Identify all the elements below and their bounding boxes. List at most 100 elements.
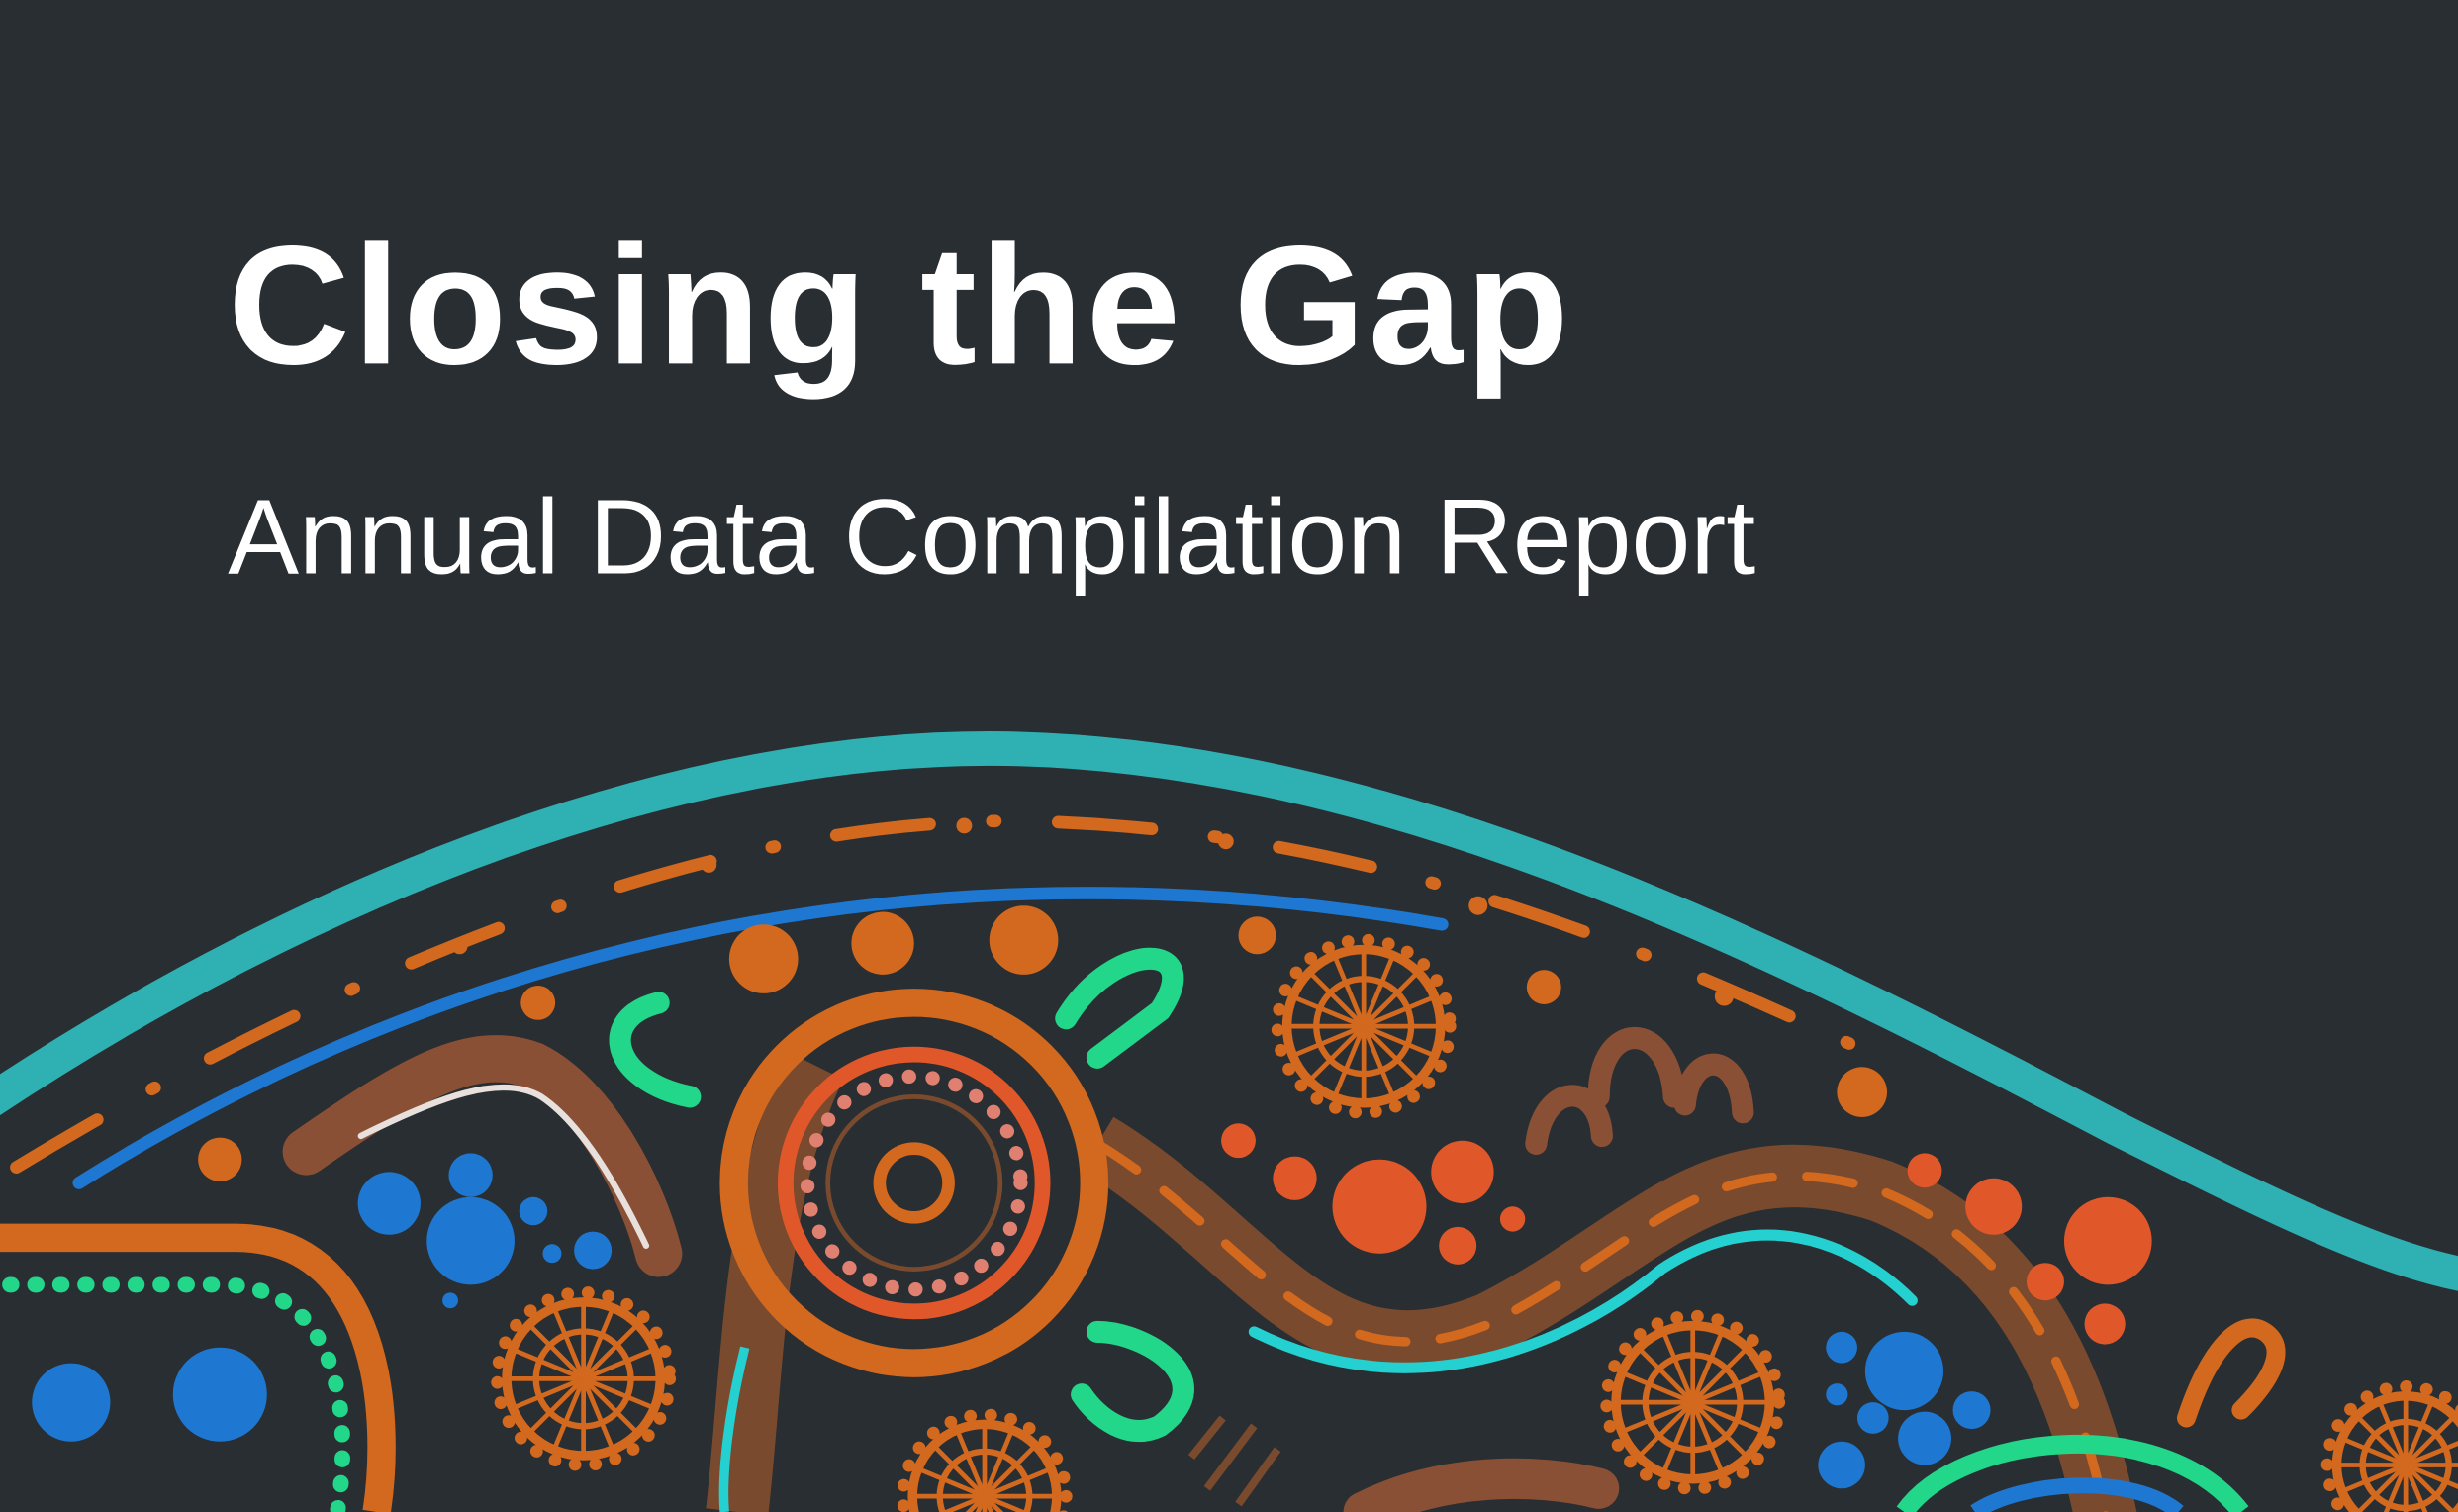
dot-pattern-shape — [574, 1231, 613, 1270]
wheel-pattern-shape — [940, 1493, 986, 1512]
dot-pattern-shape — [1238, 916, 1276, 955]
wheel-pattern-shape — [1362, 970, 1420, 1028]
wheel-pattern-shape — [965, 1494, 987, 1512]
wheel-pattern-shape — [2403, 1464, 2428, 1512]
wheel-pattern-shape — [2405, 1463, 2458, 1489]
wheel-pattern-shape — [2340, 1463, 2408, 1494]
wheel-pattern-shape — [1691, 1370, 1765, 1405]
subtitle: Annual Data Compilation Report — [228, 478, 1755, 597]
dot-pattern-shape — [1332, 1159, 1427, 1254]
dot-pattern-shape — [1221, 1123, 1256, 1159]
dot-pattern-shape — [520, 985, 556, 1020]
wheel-pattern-shape — [1271, 933, 1457, 1119]
artwork-shape — [10, 814, 1903, 1174]
wheel-pattern-shape — [1691, 1399, 1765, 1435]
wheel-pattern-shape — [1332, 1025, 1367, 1098]
artwork-shape — [357, 1084, 650, 1249]
artwork-shape — [718, 1346, 750, 1512]
wheel-pattern-shape — [982, 1428, 1015, 1498]
wheel-pattern-shape — [1291, 994, 1366, 1029]
wheel-pattern-shape — [512, 1347, 585, 1381]
wheel-pattern-shape — [582, 1376, 656, 1411]
wheel-pattern-shape — [1307, 1024, 1366, 1083]
wheel-pattern-shape — [1600, 1309, 1786, 1495]
wheel-pattern-shape — [1690, 1330, 1725, 1404]
dot-pattern-shape — [1217, 833, 1234, 850]
wheel-pattern-shape — [1660, 1401, 1695, 1474]
dot-pattern-shape — [1526, 970, 1561, 1004]
dot-pattern-shape — [1818, 1441, 1865, 1489]
artwork-shape — [0, 1223, 396, 1512]
wheel-pattern-shape — [1691, 1400, 1749, 1459]
wheel-pattern-shape — [1361, 954, 1396, 1028]
wheel-pattern-shape — [527, 1322, 586, 1381]
artwork-shape — [1343, 1458, 1620, 1512]
wheel-pattern-shape — [581, 1322, 640, 1381]
dot-pattern-shape — [442, 1292, 458, 1309]
wheel-pattern — [491, 933, 2458, 1512]
wheel-pattern-shape — [1332, 954, 1367, 1028]
artwork-shape — [609, 992, 702, 1108]
dot-pattern — [198, 817, 2152, 1489]
wheel-pattern-shape — [983, 1494, 1004, 1512]
artwork-shape — [72, 887, 1449, 1189]
artwork-shape — [2176, 1318, 2286, 1428]
wheel-pattern-shape — [1637, 1346, 1695, 1404]
wheel-pattern-shape — [2404, 1414, 2457, 1467]
dot-pattern-shape — [1826, 1331, 1857, 1364]
dot-pattern-shape — [1864, 1331, 1944, 1411]
wheel-pattern-shape — [982, 1495, 994, 1512]
wheel-pattern-shape — [527, 1376, 586, 1435]
dot-pattern-shape — [2026, 1263, 2064, 1301]
artwork-shape — [777, 1046, 1051, 1320]
wheel-pattern-shape — [581, 1306, 615, 1380]
dot-pattern-shape — [989, 905, 1059, 975]
wheel-pattern-shape — [551, 1377, 586, 1451]
wheel-pattern-shape — [2355, 1414, 2408, 1467]
dot-pattern-shape — [851, 911, 914, 975]
wheel-pattern-shape — [975, 1495, 988, 1512]
dot-pattern-shape — [1856, 1402, 1889, 1434]
dot-pattern-shape — [1439, 1226, 1477, 1265]
dot-pattern-shape — [2084, 1303, 2126, 1345]
artwork-shape — [0, 1276, 351, 1512]
title: Closing the Gap — [228, 211, 1572, 400]
wheel-pattern-shape — [916, 1466, 986, 1499]
wheel-pattern-shape — [1690, 1401, 1725, 1474]
dot-pattern-shape — [198, 1137, 242, 1181]
artwork-shape — [32, 1363, 111, 1442]
wheel-pattern-shape — [1307, 970, 1366, 1028]
artwork-shape — [282, 1035, 683, 1277]
dot-pattern-shape — [1826, 1383, 1848, 1406]
wheel-pattern-shape — [2320, 1380, 2458, 1512]
wheel-pattern-shape — [2340, 1436, 2408, 1467]
dot-pattern-shape — [1837, 1067, 1888, 1117]
artwork-shape — [172, 1347, 267, 1442]
wheel-pattern-shape — [491, 1285, 677, 1471]
wheel-pattern-shape — [551, 1306, 586, 1380]
artwork-shape — [800, 1069, 1028, 1297]
dot-pattern-shape — [1907, 1153, 1942, 1188]
artwork-shape — [1248, 1229, 1918, 1373]
artwork-shape — [1071, 1320, 1194, 1442]
artwork-shape — [1525, 1027, 1754, 1155]
dot-pattern-shape — [728, 924, 799, 993]
dot-pattern-shape — [542, 1244, 562, 1264]
wheel-pattern-shape — [2405, 1441, 2458, 1467]
dot-pattern-shape — [451, 938, 468, 955]
wheel-pattern-shape — [1291, 1023, 1366, 1059]
wheel-pattern-shape — [897, 1408, 1073, 1512]
artwork — [0, 731, 2458, 1512]
dot-pattern-shape — [1273, 1156, 1317, 1200]
wheel-pattern-shape — [897, 1408, 1073, 1512]
dot-pattern-shape — [1468, 896, 1488, 915]
wheel-pattern-shape — [2320, 1380, 2458, 1512]
artwork-shape — [1092, 1139, 2110, 1512]
wheel-pattern-shape — [2404, 1463, 2457, 1512]
wheel-pattern-shape — [2377, 1400, 2409, 1466]
dot-pattern-shape — [1965, 1178, 2023, 1235]
wheel-pattern-shape — [931, 1443, 987, 1498]
wheel-pattern-shape — [1600, 1309, 1786, 1495]
dot-pattern-shape — [519, 1196, 548, 1226]
